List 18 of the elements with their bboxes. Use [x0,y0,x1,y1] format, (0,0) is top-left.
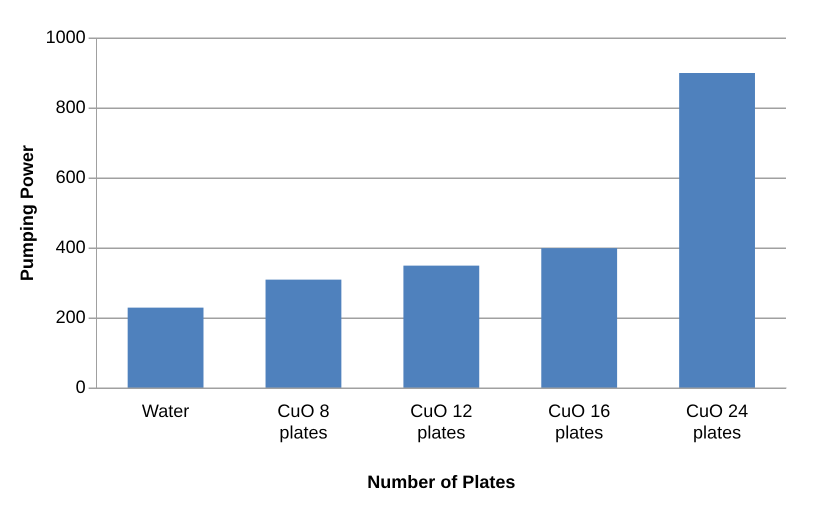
x-tick-label: Water [142,400,190,421]
bar [266,280,342,388]
bar [128,308,204,388]
y-tick-label: 400 [56,237,86,258]
y-tick-label: 0 [76,377,86,398]
x-tick-label: CuO 16 plates [548,400,610,443]
y-tick-label: 600 [56,167,86,188]
x-axis-title: Number of Plates [367,472,516,492]
x-tick-label: CuO 8 plates [277,400,330,443]
bar [403,266,480,388]
y-tick-label: 200 [56,307,86,328]
y-axis-title: Pumping Power [16,145,37,282]
x-tick-label: CuO 12 plates [410,400,472,443]
bar [541,248,618,388]
y-tick-label: 1000 [46,26,86,47]
y-tick-label: 800 [56,97,86,118]
x-tick-label: CuO 24 plates [686,400,748,443]
bar [679,73,755,388]
